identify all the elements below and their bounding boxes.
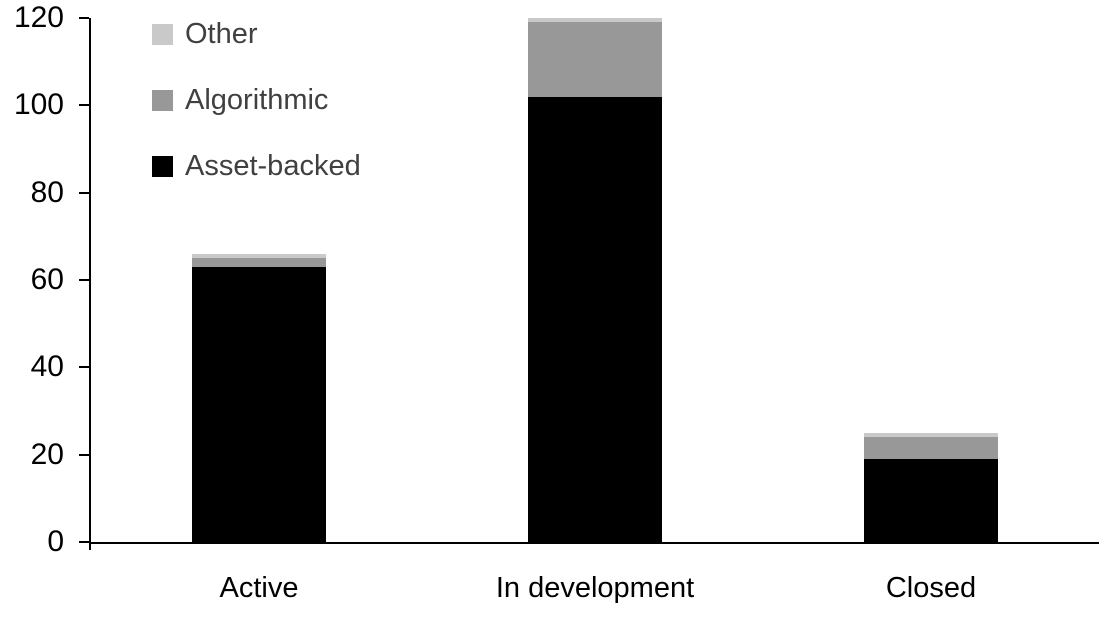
y-axis-tick-label-60: 60 (30, 263, 64, 296)
bar-segment-algorithmic-closed (864, 437, 998, 460)
legend-label-other: Other (185, 18, 258, 50)
bar-segment-other-active (192, 253, 326, 259)
y-axis-tick-label-100: 100 (13, 88, 64, 122)
y-axis-tick-40 (79, 366, 89, 369)
y-axis-tick-label-120: 120 (13, 1, 64, 34)
legend-item-other: Other (152, 20, 361, 49)
bar-segment-asset-backed-closed (864, 459, 998, 542)
legend-swatch-other (152, 24, 173, 45)
y-axis-tick-120 (79, 17, 89, 19)
origin-tick (89, 542, 91, 550)
bar-segment-asset-backed-in-development (528, 96, 662, 542)
legend-label-algorithmic: Algorithmic (185, 84, 329, 116)
y-axis-tick-20 (79, 453, 89, 456)
y-axis-tick-label-40: 40 (30, 350, 64, 384)
x-axis-label-closed: Closed (885, 572, 977, 604)
x-axis-label-active: Active (219, 572, 299, 604)
legend-swatch-asset-backed (152, 156, 173, 177)
legend-swatch-algorithmic (152, 90, 173, 111)
y-axis-tick-100 (79, 104, 89, 107)
y-axis-tick-0 (79, 541, 89, 543)
legend-item-asset-backed: Asset-backed (152, 152, 361, 181)
bar-segment-other-in-development (528, 18, 662, 23)
y-axis-tick-label-20: 20 (30, 437, 64, 471)
legend: Other Algorithmic Asset-backed (152, 20, 361, 181)
bar-segment-asset-backed-active (192, 266, 326, 542)
y-axis-tick-80 (79, 191, 89, 194)
x-axis-label-in-development: In development (495, 572, 695, 604)
bar-in-development (528, 18, 662, 542)
legend-item-algorithmic: Algorithmic (152, 86, 361, 115)
y-axis-tick-60 (79, 279, 89, 281)
bar-closed (864, 432, 998, 542)
bar-segment-algorithmic-active (192, 258, 326, 267)
legend-label-asset-backed: Asset-backed (185, 150, 361, 182)
y-axis-tick-label-0: 0 (47, 525, 64, 558)
bar-segment-other-closed (864, 432, 998, 438)
bar-segment-algorithmic-in-development (528, 22, 662, 97)
plot-area (79, 17, 1099, 550)
bar-active (192, 253, 326, 542)
y-axis-tick-label-80: 80 (30, 175, 64, 209)
